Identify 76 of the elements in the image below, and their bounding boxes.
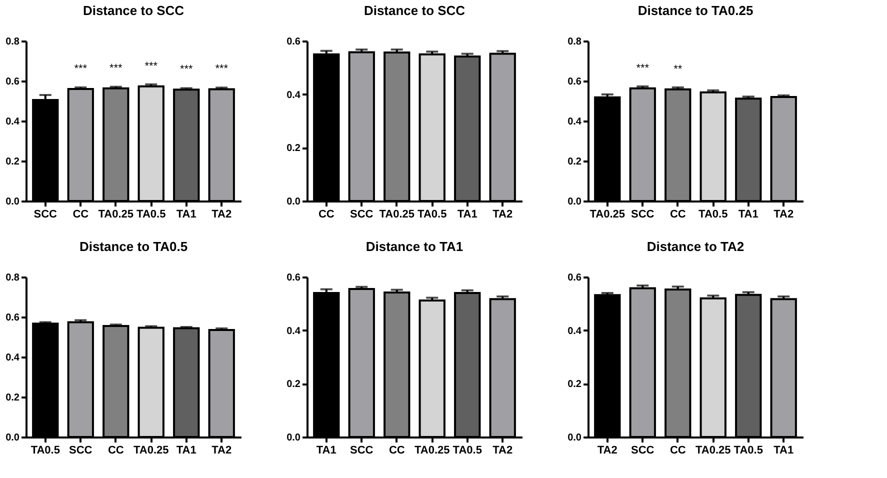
x-tick-label: CC <box>670 208 686 220</box>
y-tick-label: 0.4 <box>6 116 20 128</box>
y-tick-label: 0.4 <box>6 352 20 364</box>
chart-title: Distance to SCC <box>364 3 466 18</box>
x-tick-label: TA0.25 <box>414 444 450 456</box>
y-tick-label: 0.4 <box>286 326 301 337</box>
x-tick-label: CC <box>318 208 334 220</box>
x-tick-label: TA0.25 <box>98 208 134 220</box>
x-tick-label: TA0.25 <box>590 208 626 220</box>
annotation: *** <box>180 64 194 76</box>
y-tick-label: 0.6 <box>286 36 301 48</box>
y-tick-label: 0.2 <box>568 379 582 390</box>
x-tick-label: TA2 <box>597 444 618 456</box>
chart-title: Distance to TA1 <box>366 239 464 254</box>
chart-title: Distance to TA0.25 <box>638 3 754 18</box>
y-tick-label: 0.4 <box>286 90 301 101</box>
y-tick-label: 0.8 <box>568 36 582 48</box>
x-tick-label: SCC <box>350 444 374 456</box>
y-tick-label: 0.0 <box>568 196 582 208</box>
y-tick-label: 0.2 <box>6 156 20 168</box>
x-tick-label: TA2 <box>212 444 232 456</box>
y-tick-label: 0.0 <box>286 196 301 208</box>
x-tick-label: CC <box>670 444 686 456</box>
y-tick-label: 0.6 <box>6 76 20 88</box>
x-tick-label: TA0.5 <box>452 444 482 456</box>
x-tick-label: SCC <box>350 208 374 220</box>
y-tick-label: 0.6 <box>568 76 582 88</box>
x-tick-label: TA0.25 <box>695 444 731 456</box>
x-tick-label: TA0.25 <box>133 444 169 456</box>
x-tick-label: TA2 <box>212 208 232 220</box>
chart-title: Distance to SCC <box>82 3 185 18</box>
x-tick-label: TA0.5 <box>418 208 447 220</box>
x-tick-label: TA1 <box>176 444 196 456</box>
x-tick-label: TA0.5 <box>30 444 60 456</box>
annotation: *** <box>144 60 158 72</box>
x-tick-label: TA1 <box>176 208 196 220</box>
y-tick-label: 0.2 <box>286 379 301 390</box>
y-tick-label: 0.8 <box>6 272 20 284</box>
y-tick-label: 0.8 <box>6 36 20 48</box>
y-tick-label: 0.4 <box>568 116 582 128</box>
y-tick-label: 0.0 <box>6 432 20 444</box>
x-tick-label: TA0.5 <box>136 208 166 220</box>
x-tick-label: TA2 <box>492 444 513 456</box>
x-tick-label: TA2 <box>774 208 794 220</box>
x-tick-label: TA0.5 <box>734 444 763 456</box>
y-tick-label: 0.0 <box>568 432 582 444</box>
annotation: *** <box>636 62 650 74</box>
y-tick-label: 0.2 <box>286 143 301 154</box>
y-tick-label: 0.4 <box>568 326 582 337</box>
x-tick-label: SCC <box>631 208 654 220</box>
chart-title: Distance to TA0.5 <box>79 239 188 254</box>
annotation: *** <box>74 63 88 75</box>
x-tick-label: SCC <box>69 444 92 456</box>
x-tick-label: TA1 <box>738 208 758 220</box>
y-tick-label: 0.2 <box>568 156 582 168</box>
y-tick-label: 0.0 <box>6 196 20 208</box>
x-tick-label: TA2 <box>492 208 513 220</box>
x-tick-label: TA0.25 <box>379 208 415 220</box>
y-tick-label: 0.6 <box>568 272 582 284</box>
annotation: *** <box>215 63 229 76</box>
y-tick-label: 0.2 <box>6 392 20 404</box>
x-tick-label: TA1 <box>316 444 336 456</box>
y-tick-label: 0.6 <box>286 272 301 284</box>
y-tick-label: 0.0 <box>286 432 301 444</box>
x-tick-label: CC <box>388 444 405 456</box>
x-tick-label: TA0.5 <box>698 208 728 220</box>
x-tick-label: TA1 <box>774 444 794 456</box>
x-tick-label: TA1 <box>457 208 478 220</box>
chart-title: Distance to TA2 <box>646 239 744 254</box>
y-tick-label: 0.6 <box>6 312 20 324</box>
x-tick-label: SCC <box>631 444 654 456</box>
x-tick-label: CC <box>108 444 124 456</box>
annotation: ** <box>674 63 683 76</box>
x-tick-label: SCC <box>34 208 58 220</box>
annotation: *** <box>109 62 124 74</box>
x-tick-label: CC <box>72 208 89 220</box>
